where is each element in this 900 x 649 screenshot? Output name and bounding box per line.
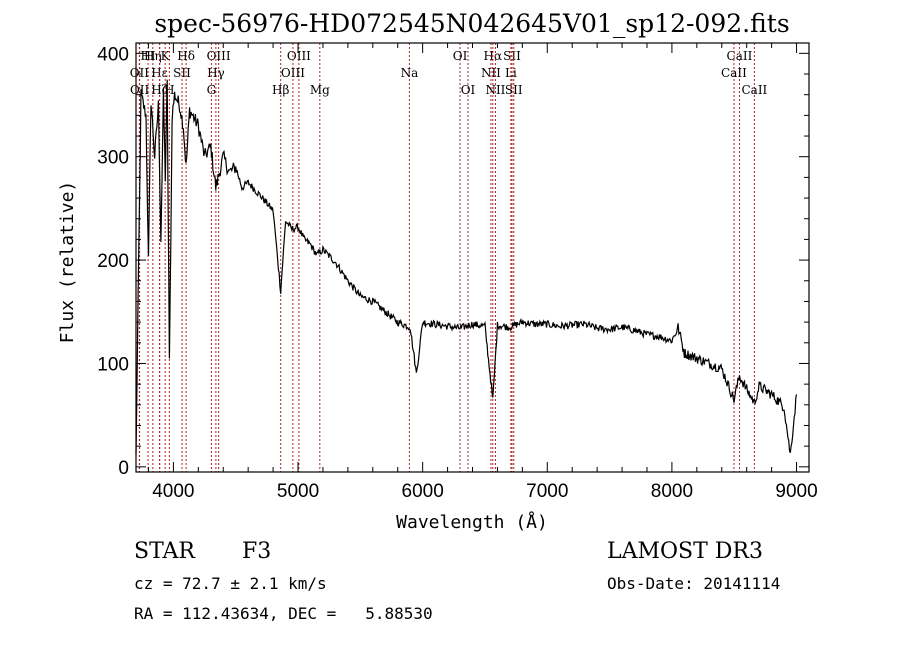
spectral-line-label: CaII (727, 49, 753, 63)
x-tick-label: 7000 (526, 481, 568, 502)
y-tick-label: 300 (97, 148, 129, 169)
spectral-line-label: HI (140, 49, 155, 63)
spectral-line-label: Mg (310, 83, 330, 97)
plot-frame (135, 42, 810, 473)
spectral-line-label: H (164, 83, 174, 97)
spectral-line-label: CaII (741, 83, 767, 97)
spectral-line-label: Na (401, 66, 419, 80)
x-tick-label: 6000 (402, 481, 444, 502)
y-tick-label: 200 (97, 251, 129, 272)
spectral-line-label: OI (453, 49, 468, 63)
spectral-line-label: OI (461, 83, 476, 97)
spectral-line-label: OIII (207, 49, 231, 63)
spectral-line-label: CaII (721, 66, 747, 80)
spectral-line-label: Li (505, 66, 517, 80)
y-tick-label: 0 (118, 458, 129, 479)
ra-dec-coordinates: RA = 112.43634, DEC = 5.88530 (134, 604, 433, 623)
x-tick-label: 8000 (651, 481, 693, 502)
spectral-line-label: G (207, 83, 217, 97)
x-tick-label: 4000 (152, 481, 194, 502)
spectral-line-label: Hη (144, 49, 162, 63)
y-axis-ticks: 0 100 200 300 400 (97, 44, 809, 479)
y-axis-label: Flux (relative) (57, 181, 78, 344)
x-tick-label: 5000 (277, 481, 319, 502)
spectral-line-label: Hδ (177, 49, 195, 63)
spectral-line-label: Hγ (207, 66, 225, 80)
observation-date: Obs-Date: 20141114 (607, 574, 781, 593)
spectral-line-label: SII (505, 83, 523, 97)
x-tick-label: 9000 (775, 481, 817, 502)
redshift-cz: cz = 72.7 ± 2.1 km/s (134, 574, 327, 593)
chart-title: spec-56976-HD072545N042645V01_sp12-092.f… (154, 9, 789, 38)
spectral-line-label: OIII (281, 66, 305, 80)
y-tick-label: 400 (97, 44, 129, 65)
spectral-line-label: Hζ (151, 83, 168, 97)
spectral-line-label: OII (130, 83, 150, 97)
spectral-line-label: OIII (287, 49, 311, 63)
x-axis-label: Wavelength (Å) (396, 511, 548, 533)
object-subclass: F3 (242, 539, 272, 564)
x-axis-ticks: 4000 5000 6000 7000 8000 9000 (147, 43, 818, 502)
spectral-line-label: K (161, 49, 171, 63)
spectral-line-label: SII (503, 49, 521, 63)
spectral-line-label: Hα (484, 49, 503, 63)
spectrum-line (135, 79, 798, 455)
spectral-line-label: NII (485, 83, 505, 97)
spectral-line-label: SII (173, 66, 191, 80)
spectral-line-label: Hβ (272, 83, 289, 97)
survey-name: LAMOST DR3 (607, 539, 763, 564)
spectral-line-label: NII (481, 66, 501, 80)
object-class: STAR (134, 539, 195, 564)
y-tick-label: 100 (97, 354, 129, 375)
spectrum-chart: spec-56976-HD072545N042645V01_sp12-092.f… (57, 9, 818, 533)
